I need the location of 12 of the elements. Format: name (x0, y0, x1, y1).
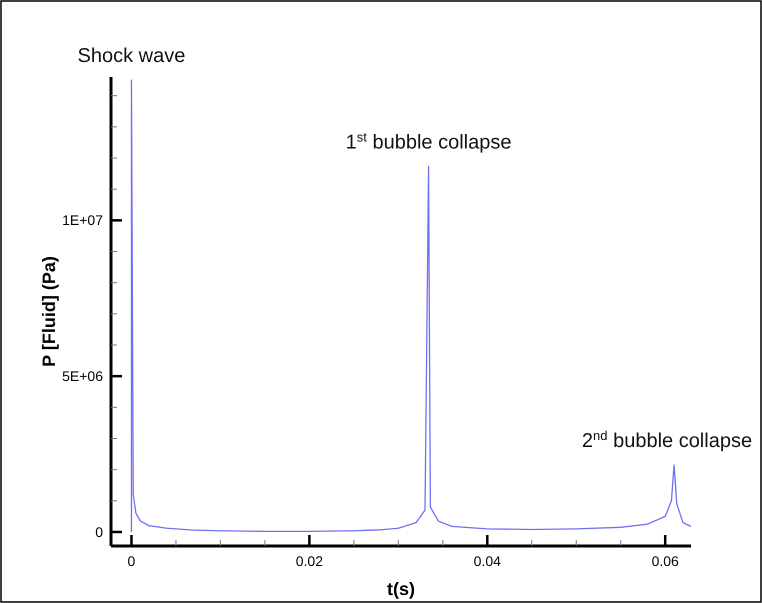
x-tick-label: 0.06 (652, 553, 680, 569)
x-tick-label: 0 (128, 553, 136, 569)
annotation: 2$^{nd}$ bubble collapse (582, 427, 752, 452)
x-tick-label: 0.04 (474, 553, 502, 569)
y-tick-label: 1E+07 (62, 212, 104, 228)
x-tick-label: 0.02 (296, 553, 324, 569)
annotation: 1$^{st}$ bubble collapse (346, 128, 512, 154)
annotation: Shock wave (78, 45, 186, 68)
y-tick-label: 5E+06 (62, 368, 104, 384)
x-axis-title: t(s) (387, 579, 415, 599)
y-axis-title: P [Fluid] (Pa) (39, 256, 59, 367)
y-tick-label: 0 (95, 524, 104, 540)
